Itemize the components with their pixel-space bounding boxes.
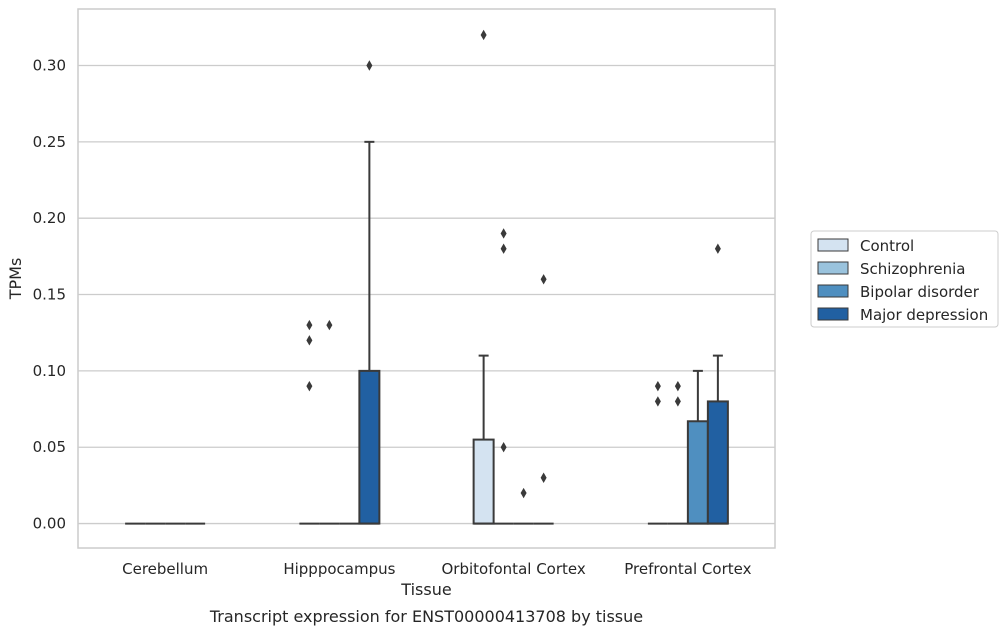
legend-label: Bipolar disorder: [860, 283, 980, 301]
outlier-point: [306, 335, 313, 346]
outlier-point: [540, 274, 547, 285]
box-body: [686, 420, 709, 525]
y-tick-label: 0.00: [33, 515, 66, 533]
y-axis-ticks: 0.00 0.05 0.10 0.15 0.20 0.25 0.30: [33, 56, 66, 532]
box-major-depression: [706, 354, 729, 525]
outlier-point: [500, 243, 507, 254]
y-tick-label: 0.15: [33, 286, 66, 304]
outlier-point: [306, 380, 313, 392]
box-body: [358, 369, 381, 525]
legend-label: Control: [860, 237, 914, 255]
legend-swatch: [817, 238, 849, 252]
outlier-point: [326, 319, 333, 331]
x-axis-ticks: Cerebellum Hipppocampus Orbitofontal Corte…: [122, 560, 751, 578]
plot-area: [77, 8, 776, 549]
boxes: [125, 140, 729, 525]
legend: Control Schizophrenia Bipolar disorder Majo…: [810, 230, 999, 328]
outlier-point: [500, 228, 507, 239]
box-major-depression: [358, 140, 381, 525]
box-body: [706, 400, 729, 525]
x-tick-label: Prefrontal Cortex: [624, 560, 751, 578]
outlier-point: [714, 243, 721, 254]
outlier-point: [366, 60, 373, 71]
legend-swatch: [817, 261, 849, 275]
x-tick-label: Hipppocampus: [283, 560, 395, 578]
x-axis-label: Tissue: [400, 580, 451, 599]
outlier-point: [674, 380, 681, 392]
box-control: [472, 354, 495, 525]
outlier-point: [654, 396, 661, 407]
legend-swatch: [817, 307, 849, 321]
y-tick-label: 0.20: [33, 209, 66, 227]
outlier-point: [306, 319, 313, 331]
box-bipolar-disorder: [686, 369, 709, 525]
outlier-point: [540, 472, 547, 483]
box-body: [472, 438, 495, 525]
x-tick-label: Cerebellum: [122, 560, 208, 578]
legend-label: Schizophrenia: [860, 260, 965, 278]
y-tick-label: 0.05: [33, 438, 66, 456]
y-axis-label: TPMs: [6, 258, 25, 301]
chart-caption: Transcript expression for ENST0000041370…: [209, 607, 643, 626]
outlier-point: [674, 396, 681, 407]
gridlines: [78, 64, 775, 525]
outliers: [306, 29, 721, 499]
legend-label: Major depression: [860, 306, 988, 324]
y-tick-label: 0.10: [33, 362, 66, 380]
x-tick-label: Orbitofontal Cortex: [442, 560, 586, 578]
y-tick-label: 0.30: [33, 56, 66, 74]
outlier-point: [500, 442, 507, 453]
legend-swatch: [817, 284, 849, 298]
outlier-point: [480, 29, 487, 41]
legend-frame: [810, 230, 999, 328]
outlier-point: [520, 487, 527, 499]
outlier-point: [654, 380, 661, 392]
y-tick-label: 0.25: [33, 133, 66, 151]
